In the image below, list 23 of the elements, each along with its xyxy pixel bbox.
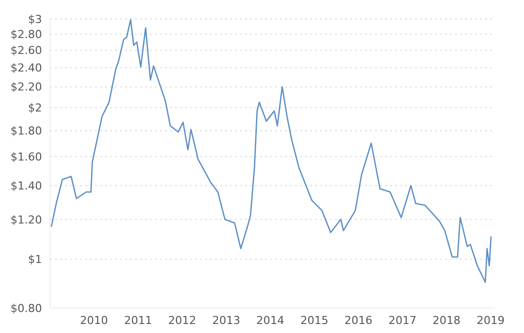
y-tick-label: $2.20 [10,80,42,94]
y-tick-label: $2.60 [10,44,42,58]
y-tick-label: $0.80 [10,302,42,315]
y-tick-label: $2.40 [10,62,42,75]
x-tick-label: 2019 [476,314,505,327]
x-tick-label: 2010 [80,314,108,327]
x-tick-label: 2017 [388,314,416,327]
y-tick-label: $1.40 [10,180,42,193]
x-tick-label: 2013 [212,314,240,327]
x-tick-label: 2018 [432,314,461,327]
x-tick-label: 2012 [168,314,196,327]
x-tick-label: 2016 [344,314,372,327]
y-tick-label: $3 [28,12,42,26]
x-tick-label: 2014 [256,314,284,327]
x-tick-label: 2015 [300,314,328,327]
y-tick-label: $2.80 [10,28,42,41]
y-tick-label: $1.20 [10,213,42,226]
y-tick-label: $1 [28,253,42,266]
y-tick-label: $1.60 [10,150,42,164]
x-tick-label: 2011 [124,314,152,327]
y-tick-label: $1.80 [10,124,42,138]
y-tick-label: $2 [28,102,42,115]
line-series [50,19,492,283]
